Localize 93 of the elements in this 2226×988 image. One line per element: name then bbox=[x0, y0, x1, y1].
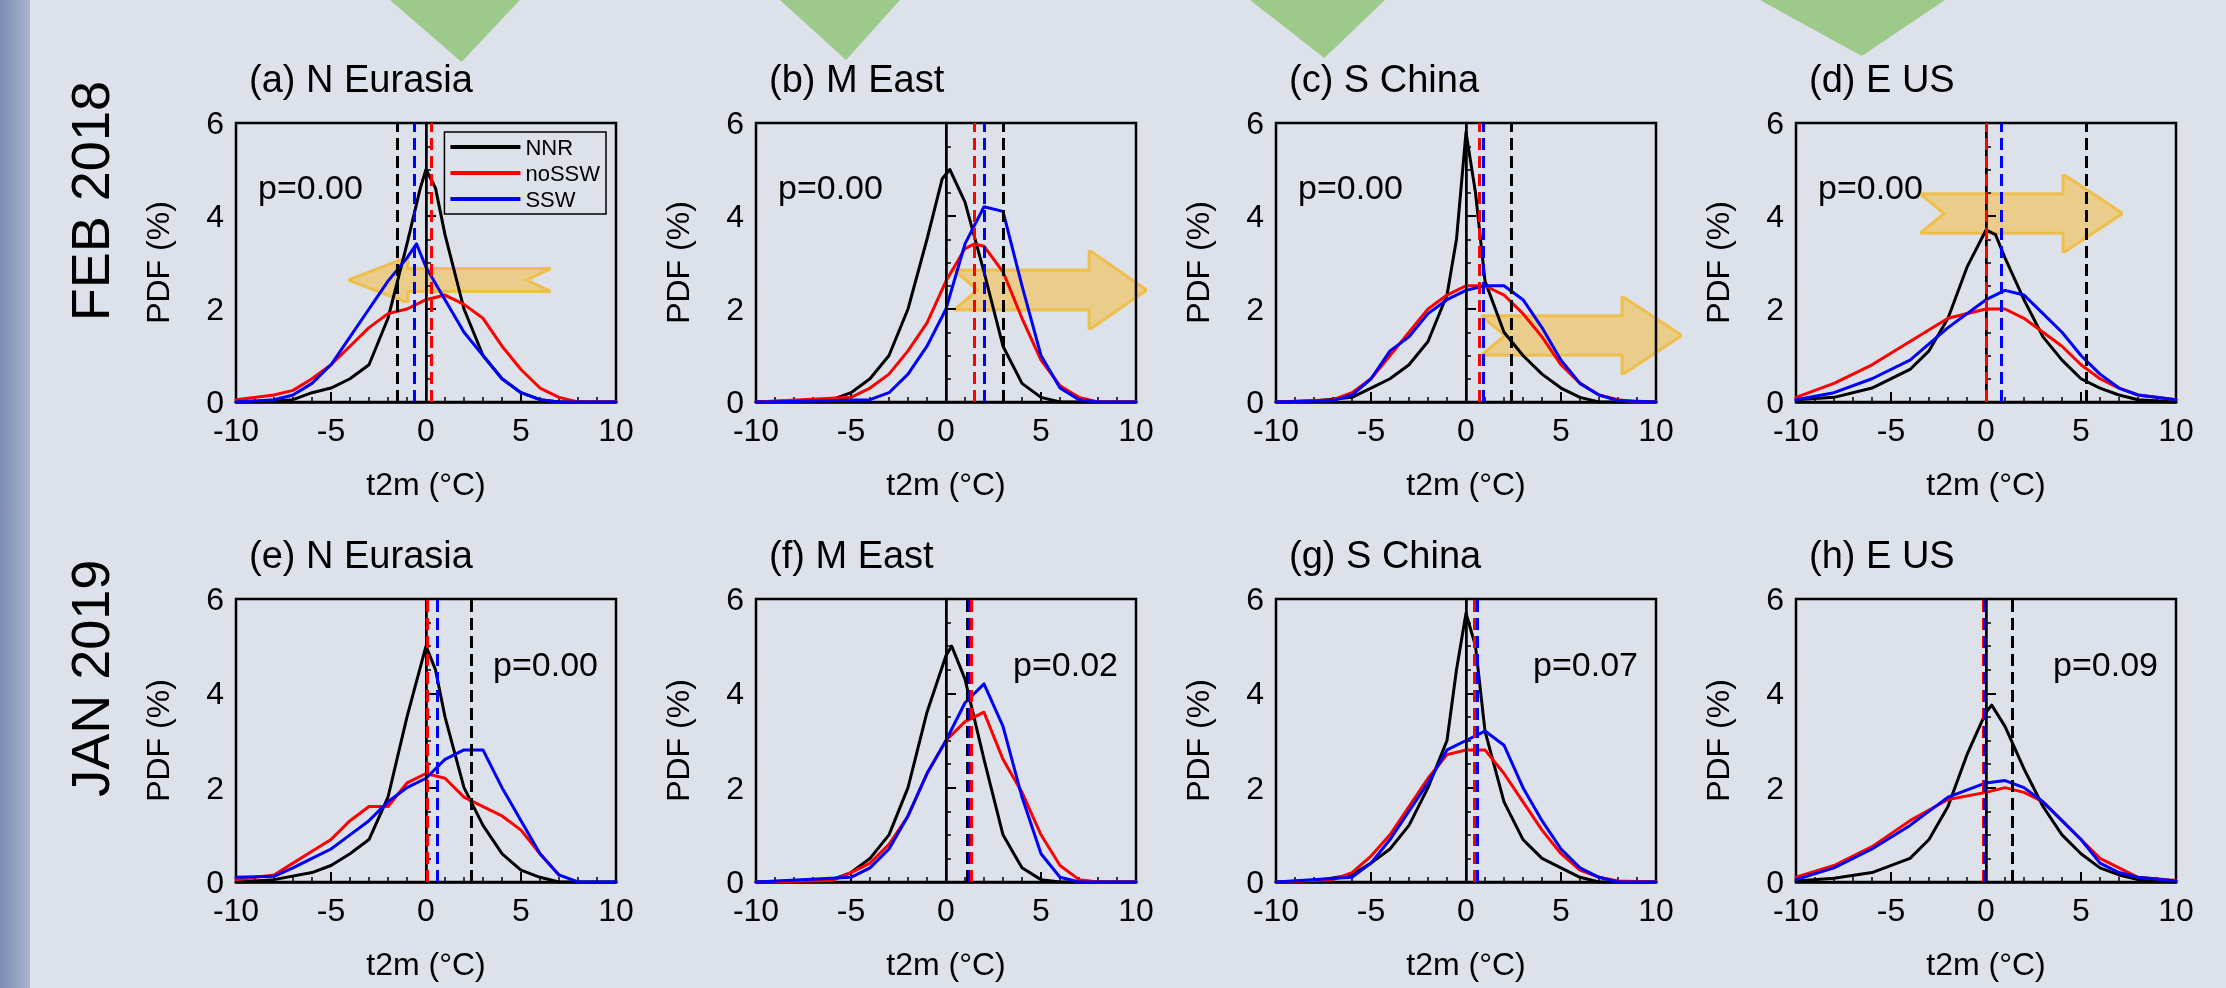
x-tick-label: 0 bbox=[417, 892, 435, 928]
x-tick-label: 5 bbox=[1032, 412, 1050, 448]
chart-title: (b) M East bbox=[769, 58, 945, 100]
y-tick-label: 6 bbox=[206, 581, 224, 617]
x-tick-label: 0 bbox=[1457, 412, 1475, 448]
y-axis-title: PDF (%) bbox=[140, 679, 176, 802]
legend-label: noSSW bbox=[525, 160, 601, 186]
annotation: p=0.00 bbox=[1818, 168, 1923, 207]
y-axis-title: PDF (%) bbox=[660, 201, 696, 324]
x-tick-label: -5 bbox=[836, 892, 866, 928]
y-tick-label: 4 bbox=[206, 198, 224, 234]
y-tick-label: 6 bbox=[1766, 105, 1784, 141]
y-tick-label: 2 bbox=[726, 291, 744, 327]
x-tick-label: 0 bbox=[1457, 892, 1475, 928]
x-tick-label: 10 bbox=[598, 892, 634, 928]
y-tick-label: 4 bbox=[726, 675, 744, 712]
x-axis-title: t2m (°C) bbox=[366, 466, 486, 502]
chart-title: (f) M East bbox=[769, 534, 935, 576]
x-tick-label: 5 bbox=[512, 892, 530, 928]
x-tick-label: -5 bbox=[316, 412, 346, 448]
annotation: p=0.00 bbox=[778, 168, 883, 207]
x-tick-label: 5 bbox=[512, 412, 530, 448]
y-tick-label: 2 bbox=[1246, 291, 1264, 327]
y-tick-label: 4 bbox=[206, 675, 224, 712]
annotation: p=0.09 bbox=[2053, 645, 2159, 684]
y-tick-label: 2 bbox=[206, 291, 224, 327]
y-axis-title: PDF (%) bbox=[1180, 201, 1216, 324]
chart-title: (a) N Eurasia bbox=[249, 58, 474, 100]
annotation: p=0.00 bbox=[493, 645, 599, 684]
y-tick-label: 4 bbox=[1766, 675, 1784, 712]
x-tick-label: 5 bbox=[1032, 892, 1050, 928]
x-axis-title: t2m (°C) bbox=[886, 466, 1006, 502]
x-tick-label: 5 bbox=[2072, 892, 2090, 928]
x-tick-label: 10 bbox=[1118, 412, 1154, 448]
x-tick-label: 5 bbox=[1552, 412, 1570, 448]
x-tick-label: -5 bbox=[836, 412, 866, 448]
x-tick-label: -5 bbox=[1356, 412, 1386, 448]
x-tick-label: 0 bbox=[937, 892, 955, 928]
x-axis-title: t2m (°C) bbox=[1926, 466, 2046, 502]
x-tick-label: 0 bbox=[1977, 412, 1995, 448]
annotation: p=0.07 bbox=[1533, 645, 1639, 684]
x-axis-title: t2m (°C) bbox=[1406, 946, 1526, 982]
y-tick-label: 4 bbox=[1246, 675, 1264, 712]
x-axis-title: t2m (°C) bbox=[1926, 946, 2046, 982]
y-tick-label: 2 bbox=[1766, 291, 1784, 327]
chart-title: (d) E US bbox=[1809, 58, 1955, 100]
annotation: p=0.00 bbox=[1298, 168, 1403, 207]
x-tick-label: -5 bbox=[316, 892, 346, 928]
y-axis-title: PDF (%) bbox=[660, 679, 696, 802]
text: JAN 2019 bbox=[60, 559, 120, 797]
x-tick-label: 10 bbox=[1638, 412, 1674, 448]
x-tick-label: -5 bbox=[1876, 892, 1906, 928]
text: FEB 2018 bbox=[60, 81, 120, 322]
y-tick-label: 2 bbox=[1246, 769, 1264, 806]
x-axis-title: t2m (°C) bbox=[1406, 466, 1526, 502]
x-axis-title: t2m (°C) bbox=[366, 946, 486, 982]
y-tick-label: 6 bbox=[726, 581, 744, 617]
x-tick-label: 10 bbox=[1118, 892, 1154, 928]
chart-title: (g) S China bbox=[1289, 534, 1483, 576]
y-tick-label: 4 bbox=[1766, 198, 1784, 234]
x-tick-label: 0 bbox=[417, 412, 435, 448]
annotation: p=0.02 bbox=[1013, 645, 1119, 684]
x-tick-label: -5 bbox=[1356, 892, 1386, 928]
legend-label: NNR bbox=[525, 134, 574, 160]
y-axis-title: PDF (%) bbox=[1700, 201, 1736, 324]
x-tick-label: 10 bbox=[598, 412, 634, 448]
x-tick-label: 5 bbox=[1552, 892, 1570, 928]
x-tick-label: 0 bbox=[937, 412, 955, 448]
y-tick-label: 2 bbox=[726, 769, 744, 806]
y-tick-label: 6 bbox=[206, 105, 224, 141]
x-axis-title: t2m (°C) bbox=[886, 946, 1006, 982]
y-tick-label: 6 bbox=[1246, 581, 1264, 617]
y-tick-label: 2 bbox=[1766, 769, 1784, 806]
y-tick-label: 2 bbox=[206, 769, 224, 806]
legend-label: SSW bbox=[525, 186, 576, 212]
x-tick-label: -5 bbox=[1876, 412, 1906, 448]
y-tick-label: 6 bbox=[726, 105, 744, 141]
x-tick-label: 10 bbox=[2158, 892, 2194, 928]
x-tick-label: 10 bbox=[1638, 892, 1674, 928]
y-tick-label: 6 bbox=[1766, 581, 1784, 617]
annotation: p=0.00 bbox=[258, 168, 363, 207]
y-tick-label: 4 bbox=[726, 198, 744, 234]
x-tick-label: 5 bbox=[2072, 412, 2090, 448]
y-tick-label: 4 bbox=[1246, 198, 1264, 234]
y-tick-label: 6 bbox=[1246, 105, 1264, 141]
chart-title: (c) S China bbox=[1289, 58, 1480, 100]
chart-title: (h) E US bbox=[1809, 534, 1955, 576]
chart-title: (e) N Eurasia bbox=[249, 534, 474, 576]
y-axis-title: PDF (%) bbox=[140, 201, 176, 324]
x-tick-label: 10 bbox=[2158, 412, 2194, 448]
y-axis-title: PDF (%) bbox=[1700, 679, 1736, 802]
x-tick-label: 0 bbox=[1977, 892, 1995, 928]
y-axis-title: PDF (%) bbox=[1180, 679, 1216, 802]
